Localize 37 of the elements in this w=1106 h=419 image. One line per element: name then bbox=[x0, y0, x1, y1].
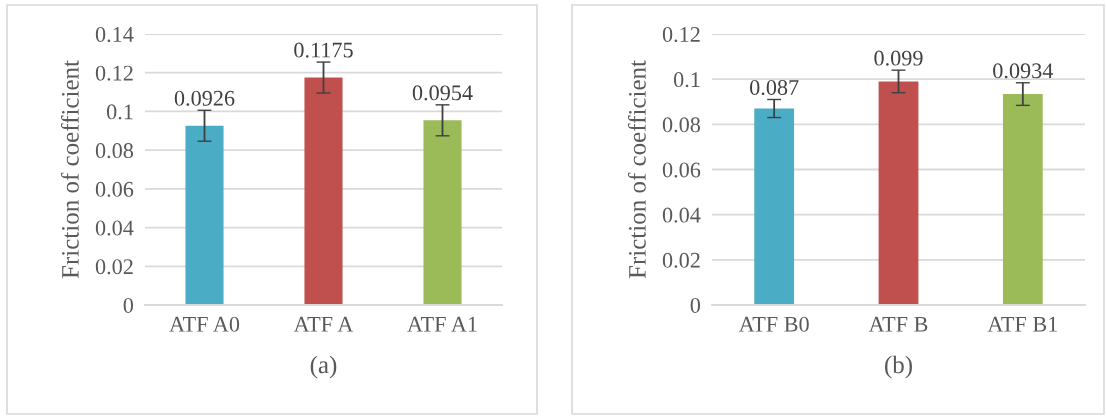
data-label: 0.1175 bbox=[294, 42, 353, 58]
y-tick-label: 0.1 bbox=[106, 104, 133, 120]
x-tick-label: ATF B1 bbox=[987, 316, 1057, 332]
bar bbox=[185, 125, 224, 305]
bar bbox=[878, 81, 919, 305]
bar bbox=[1002, 94, 1043, 305]
y-tick-label: 0.12 bbox=[95, 65, 133, 81]
bar bbox=[423, 120, 462, 305]
x-tick-label: ATF B bbox=[868, 316, 928, 332]
y-tick-label: 0.08 bbox=[662, 117, 701, 133]
x-tick-label: ATF B0 bbox=[738, 316, 809, 332]
y-tick-label: 0.08 bbox=[95, 143, 134, 159]
bar bbox=[304, 77, 343, 305]
y-tick-label: 0 bbox=[123, 297, 134, 313]
x-tick-label: ATF A0 bbox=[169, 316, 240, 332]
y-tick-label: 0.06 bbox=[95, 181, 134, 197]
bar bbox=[754, 108, 795, 305]
y-tick-label: 0.06 bbox=[662, 162, 701, 178]
x-tick-label: ATF A1 bbox=[407, 316, 477, 332]
y-tick-label: 0.02 bbox=[662, 252, 700, 268]
data-label: 0.099 bbox=[874, 50, 923, 66]
y-tick-label: 0.04 bbox=[662, 207, 701, 223]
data-label: 0.0926 bbox=[174, 90, 235, 106]
data-label: 0.0934 bbox=[993, 63, 1054, 79]
y-tick-label: 0 bbox=[690, 297, 701, 313]
y-axis-title: Friction of coefficient bbox=[60, 60, 79, 279]
y-tick-label: 0.14 bbox=[95, 26, 134, 43]
y-axis-title: Friction of coefficient bbox=[627, 60, 646, 279]
x-axis-title: (b) bbox=[885, 355, 912, 379]
data-label: 0.0954 bbox=[412, 85, 473, 101]
data-label: 0.087 bbox=[750, 79, 799, 96]
y-tick-label: 0.04 bbox=[95, 220, 134, 236]
y-tick-label: 0.02 bbox=[95, 259, 133, 275]
y-tick-label: 0.12 bbox=[662, 26, 700, 43]
y-tick-label: 0.1 bbox=[673, 72, 700, 88]
x-axis-title: (a) bbox=[310, 355, 337, 379]
x-tick-label: ATF A bbox=[293, 316, 354, 332]
